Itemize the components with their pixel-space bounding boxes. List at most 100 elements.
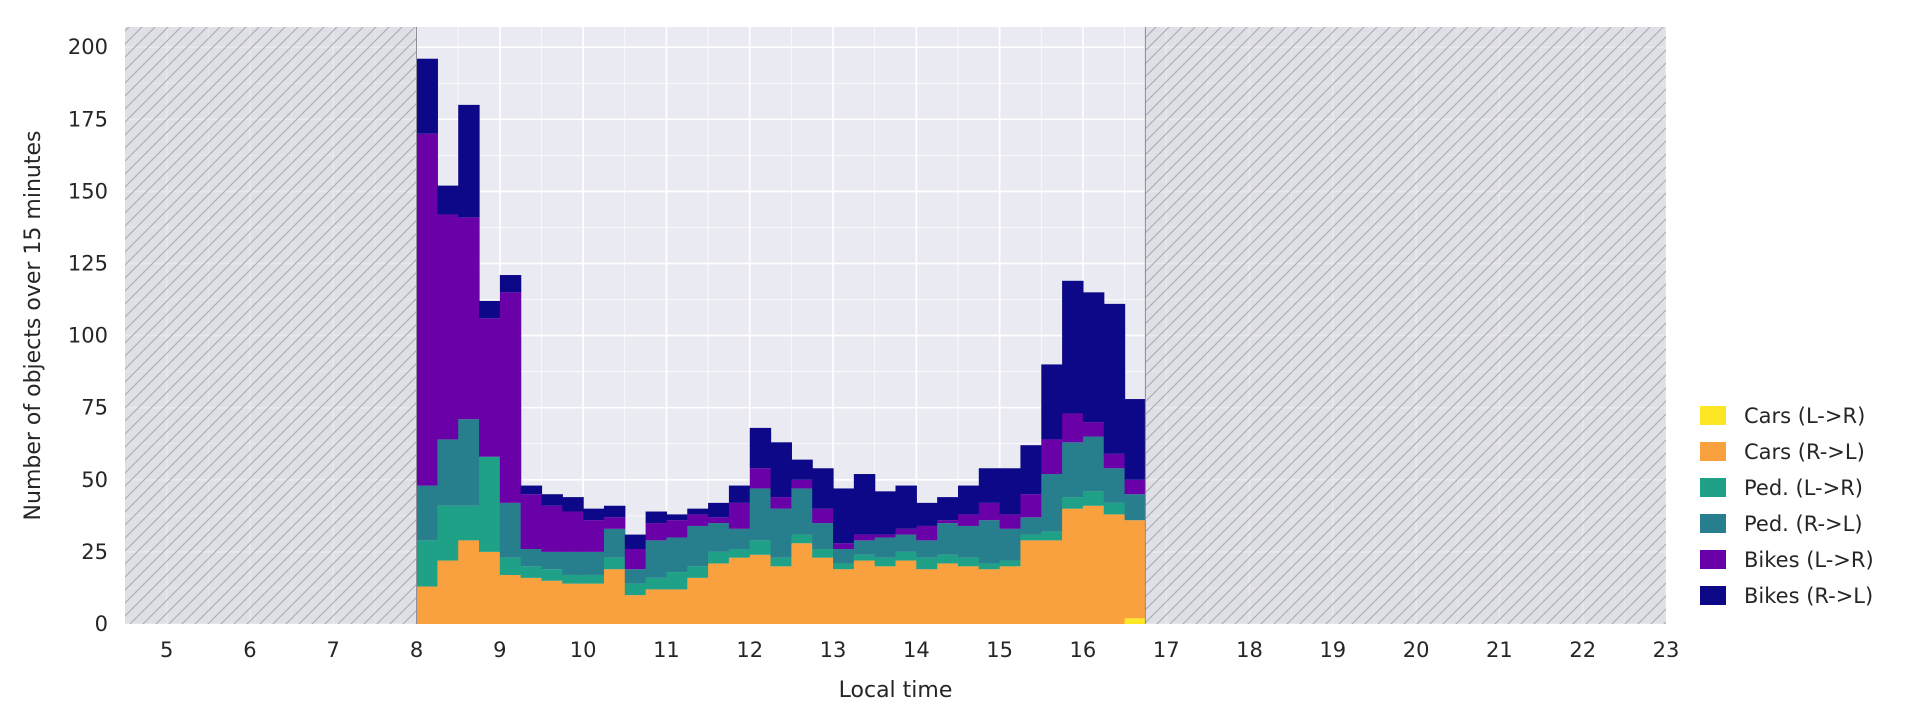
bar-segment [458, 419, 480, 506]
bar-segment [791, 534, 813, 544]
bar-segment [1103, 468, 1126, 503]
legend-label: Bikes (R->L) [1744, 584, 1873, 608]
bar-segment [416, 586, 438, 624]
bar-segment [853, 560, 876, 624]
bar-segment [937, 497, 959, 521]
bar-segment [562, 574, 584, 584]
bar-segment [978, 468, 1001, 503]
bar-segment [853, 540, 876, 555]
bar-segment [603, 569, 626, 624]
bar-segment [937, 554, 959, 564]
bar-segment [416, 540, 438, 587]
bar-segment [458, 540, 480, 624]
bar-segment [728, 485, 751, 503]
legend-label: Ped. (R->L) [1744, 512, 1863, 536]
bar-segment [666, 589, 688, 624]
bar-segment [874, 534, 897, 538]
bar-segment [749, 554, 772, 624]
bar-segment [957, 525, 980, 558]
bar-segment [874, 537, 897, 558]
bar-segment [812, 557, 834, 624]
bar-segment [624, 534, 647, 550]
legend: Cars (L->R) Cars (R->L) Ped. (L->R) Ped. (R… [1700, 404, 1874, 608]
bar-segment [1020, 534, 1042, 541]
bar-segment [1041, 540, 1063, 624]
x-tick-label: 16 [1070, 638, 1097, 662]
bar-segment [874, 566, 897, 624]
bar-segment [833, 543, 855, 550]
x-tick-label: 18 [1236, 638, 1263, 662]
x-tick-label: 6 [243, 638, 256, 662]
bar-segment [791, 543, 813, 624]
bar-segment [791, 459, 813, 480]
x-tick-label: 13 [820, 638, 847, 662]
bar-segment [520, 485, 543, 495]
bar-segment [603, 505, 626, 518]
bar-segment [541, 580, 563, 624]
x-axis-title: Local time [839, 678, 953, 703]
bar-segment [1020, 517, 1042, 535]
bar-segment [916, 569, 938, 624]
bar-segment [916, 525, 938, 541]
bar-segment [666, 572, 688, 590]
bar-segment [728, 502, 751, 529]
legend-label: Cars (R->L) [1744, 440, 1865, 464]
bar-segment [937, 563, 959, 624]
x-tick-label: 15 [986, 638, 1013, 662]
unobserved-regions [125, 27, 1666, 624]
bar-segment [687, 566, 709, 578]
bar-segment [666, 537, 688, 573]
x-tick-label: 19 [1319, 638, 1346, 662]
bar-segment [1124, 494, 1146, 521]
bar-segment [874, 491, 897, 535]
bar-segment [645, 589, 668, 624]
bar-segment [1020, 494, 1042, 518]
bar-segment [416, 58, 438, 134]
bar-segment [541, 569, 563, 581]
bar-segment [645, 523, 668, 541]
bar-segment [1082, 436, 1105, 492]
unobserved-region-hatch [1145, 27, 1666, 624]
bar-segment [770, 442, 792, 498]
x-tick-label: 8 [410, 638, 423, 662]
bar-segment [833, 488, 855, 544]
bar-segment [583, 520, 605, 552]
x-tick-label: 9 [493, 638, 506, 662]
legend-swatch [1700, 406, 1726, 425]
bar-segment [624, 595, 647, 624]
bar-segment [416, 485, 438, 541]
y-tick-label: 25 [81, 540, 108, 564]
bar-segment [687, 525, 709, 567]
bar-segment [624, 549, 647, 570]
legend-label: Cars (L->R) [1744, 404, 1865, 428]
bar-segment [603, 528, 626, 558]
bar-segment [874, 557, 897, 567]
bar-segment [1041, 364, 1063, 440]
bar-segment [812, 549, 834, 558]
bar-segment [770, 497, 792, 509]
bar-segment [1082, 422, 1105, 437]
bar-segment [895, 485, 917, 529]
bar-segment [666, 520, 688, 538]
bar-segment [1082, 292, 1105, 423]
bar-segment [999, 468, 1022, 515]
bar-segment [978, 502, 1001, 521]
bar-segment [1124, 479, 1146, 495]
bar-segment [833, 549, 855, 564]
bar-segment [770, 557, 792, 567]
bar-segment [957, 566, 980, 624]
bar-segment [520, 549, 543, 567]
bar-segment [603, 517, 626, 529]
bar-segment [895, 528, 917, 535]
bar-segment [541, 551, 563, 570]
bar-segment [895, 560, 917, 624]
bar-segment [916, 540, 938, 558]
bar-segment [1041, 439, 1063, 475]
bar-segment [833, 563, 855, 570]
bar-segment [562, 511, 584, 552]
bar-segment [583, 574, 605, 584]
bar-segment [937, 520, 959, 524]
bar-segment [957, 514, 980, 526]
bar-segment [812, 468, 834, 509]
